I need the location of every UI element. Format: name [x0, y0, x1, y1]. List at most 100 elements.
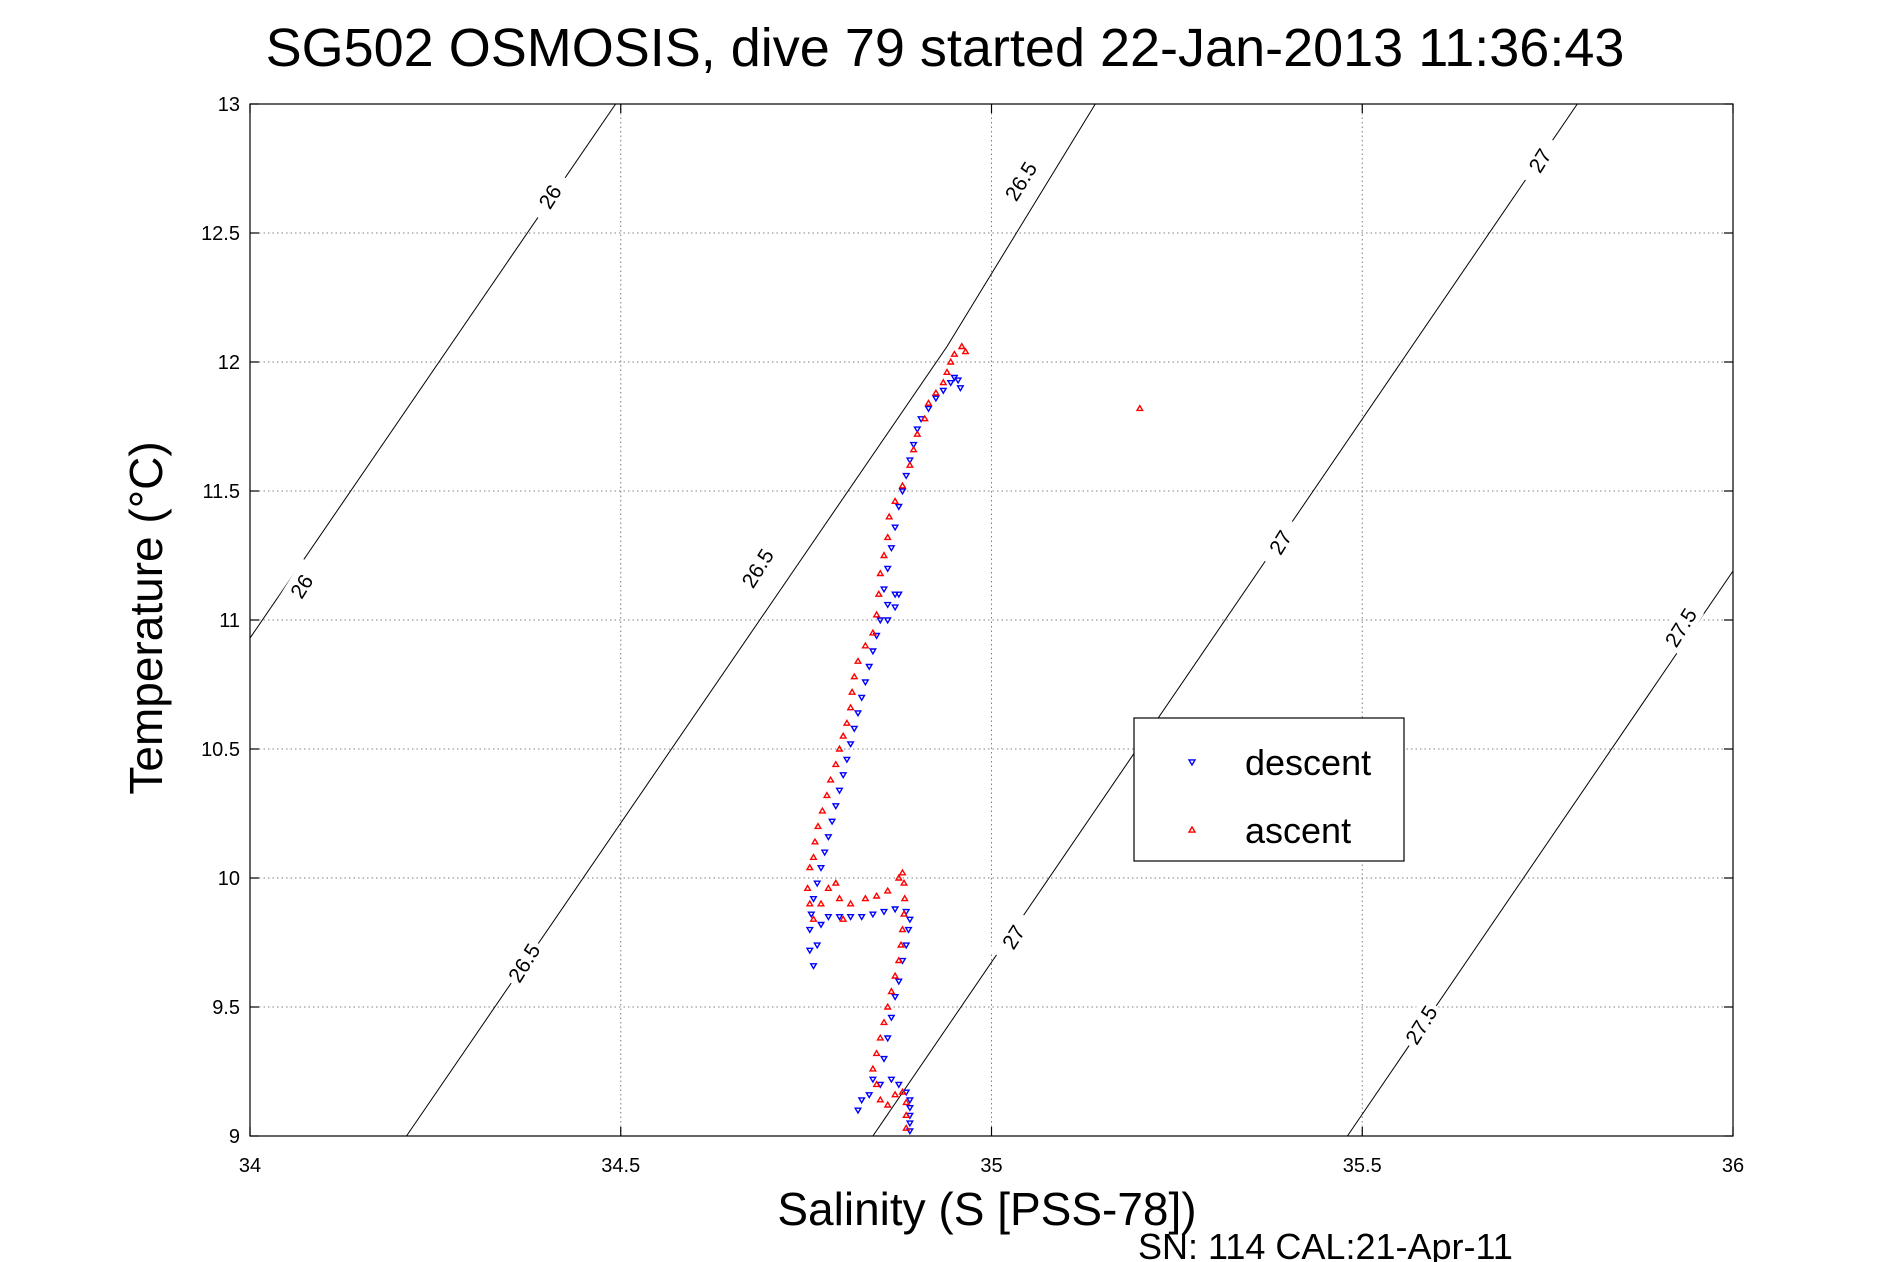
descent-point	[816, 921, 826, 929]
descent-point	[868, 648, 877, 656]
descent-point	[931, 395, 940, 403]
descent-point	[842, 756, 851, 764]
contour-label-background	[1397, 997, 1445, 1052]
descent-point	[857, 1097, 866, 1105]
descent-point	[905, 1104, 914, 1112]
ascent-point	[803, 884, 812, 891]
descent-point	[894, 503, 903, 511]
descent-point	[891, 524, 900, 532]
descent-point	[883, 601, 892, 609]
ascent-point	[816, 899, 826, 907]
descent-points	[805, 374, 965, 1135]
ascent-point	[931, 388, 940, 396]
serial-calibration-footer: SN: 114 CAL:21-Apr-11	[1138, 1226, 1513, 1262]
descent-point	[883, 1035, 892, 1043]
legend: descent ascent	[1133, 717, 1405, 862]
descent-point	[853, 1107, 863, 1115]
ascent-point	[846, 899, 855, 907]
y-tick-label: 9.5	[212, 997, 240, 1019]
chart-title: SG502 OSMOSIS, dive 79 started 22-Jan-20…	[266, 18, 1625, 78]
density-contour-26.5	[406, 103, 1096, 1137]
ascent-point	[876, 1095, 885, 1103]
descent-point	[824, 914, 833, 921]
descent-point	[883, 617, 892, 625]
descent-point	[846, 914, 855, 921]
x-tick-labels: 34 34.5 35 35.5 36	[239, 1155, 1744, 1177]
x-tick-label: 34	[239, 1155, 261, 1177]
ascent-point	[883, 1100, 892, 1108]
ascent-point	[835, 894, 844, 902]
contour-label-background	[996, 153, 1045, 209]
descent-point	[805, 947, 814, 955]
ascent-point	[835, 744, 844, 752]
ascent-point	[826, 775, 835, 783]
legend-marker-descent	[1187, 759, 1197, 767]
ascent-point	[813, 822, 823, 830]
ascent-point	[818, 806, 827, 814]
ascent-point	[805, 899, 814, 907]
descent-point	[913, 426, 922, 434]
descent-point	[876, 617, 885, 625]
descent-point	[868, 1076, 877, 1084]
descent-point	[909, 441, 918, 449]
ascent-point	[868, 1064, 877, 1072]
ascent-point	[1135, 404, 1144, 412]
descent-point	[820, 849, 829, 857]
legend-label-ascent: ascent	[1245, 810, 1351, 851]
ascent-point	[846, 703, 855, 711]
x-axis-title: Salinity (S [PSS-78])	[777, 1183, 1196, 1235]
descent-point	[905, 1120, 914, 1128]
contour-label-background	[525, 169, 574, 224]
x-tick-label: 35	[980, 1155, 1002, 1177]
ascent-point	[920, 414, 929, 422]
descent-point	[861, 679, 870, 687]
descent-point	[828, 818, 837, 826]
ascent-point	[848, 688, 857, 695]
descent-point	[954, 377, 963, 385]
ascent-point	[885, 512, 894, 520]
ascent-point	[902, 1098, 911, 1106]
descent-point	[813, 942, 822, 950]
descent-point	[902, 472, 911, 480]
descent-point	[813, 880, 822, 888]
ascent-point	[876, 569, 885, 577]
descent-point	[887, 545, 896, 552]
ascent-point	[894, 956, 903, 964]
legend-box	[1133, 717, 1405, 862]
axis-ticks	[249, 103, 1734, 1137]
y-tick-label: 12	[218, 352, 240, 374]
descent-point	[831, 803, 840, 810]
ascent-point	[839, 731, 848, 739]
descent-point	[894, 978, 903, 986]
ascent-point	[861, 641, 870, 649]
contour-label-background	[1515, 133, 1564, 188]
contour-label-background	[733, 540, 781, 596]
ascent-point	[872, 1049, 881, 1057]
legend-descent-marker	[1187, 759, 1197, 767]
ascent-points	[803, 342, 1144, 1131]
ascent-point	[894, 873, 903, 881]
ascent-point	[942, 368, 952, 375]
descent-point	[865, 663, 874, 671]
descent-point	[905, 1128, 914, 1135]
contour-label-background	[1256, 514, 1304, 570]
legend-marker-ascent	[1187, 825, 1197, 833]
ascent-point	[883, 886, 892, 894]
ascent-point	[887, 987, 896, 995]
ascent-point	[902, 1111, 911, 1119]
x-tick-label: 36	[1722, 1155, 1744, 1177]
descent-point	[902, 942, 911, 950]
descent-point	[905, 1097, 914, 1105]
descent-point	[905, 916, 914, 924]
ascent-point	[905, 461, 914, 468]
contour-label-background	[989, 909, 1037, 965]
y-tick-label: 10	[218, 868, 240, 890]
legend-label-descent: descent	[1245, 742, 1371, 783]
descent-point	[894, 591, 903, 599]
y-tick-label: 10.5	[201, 739, 240, 761]
y-tick-label: 11.5	[203, 481, 240, 503]
ascent-point	[805, 863, 814, 871]
ascent-point	[899, 879, 909, 886]
ascent-point	[899, 909, 909, 917]
